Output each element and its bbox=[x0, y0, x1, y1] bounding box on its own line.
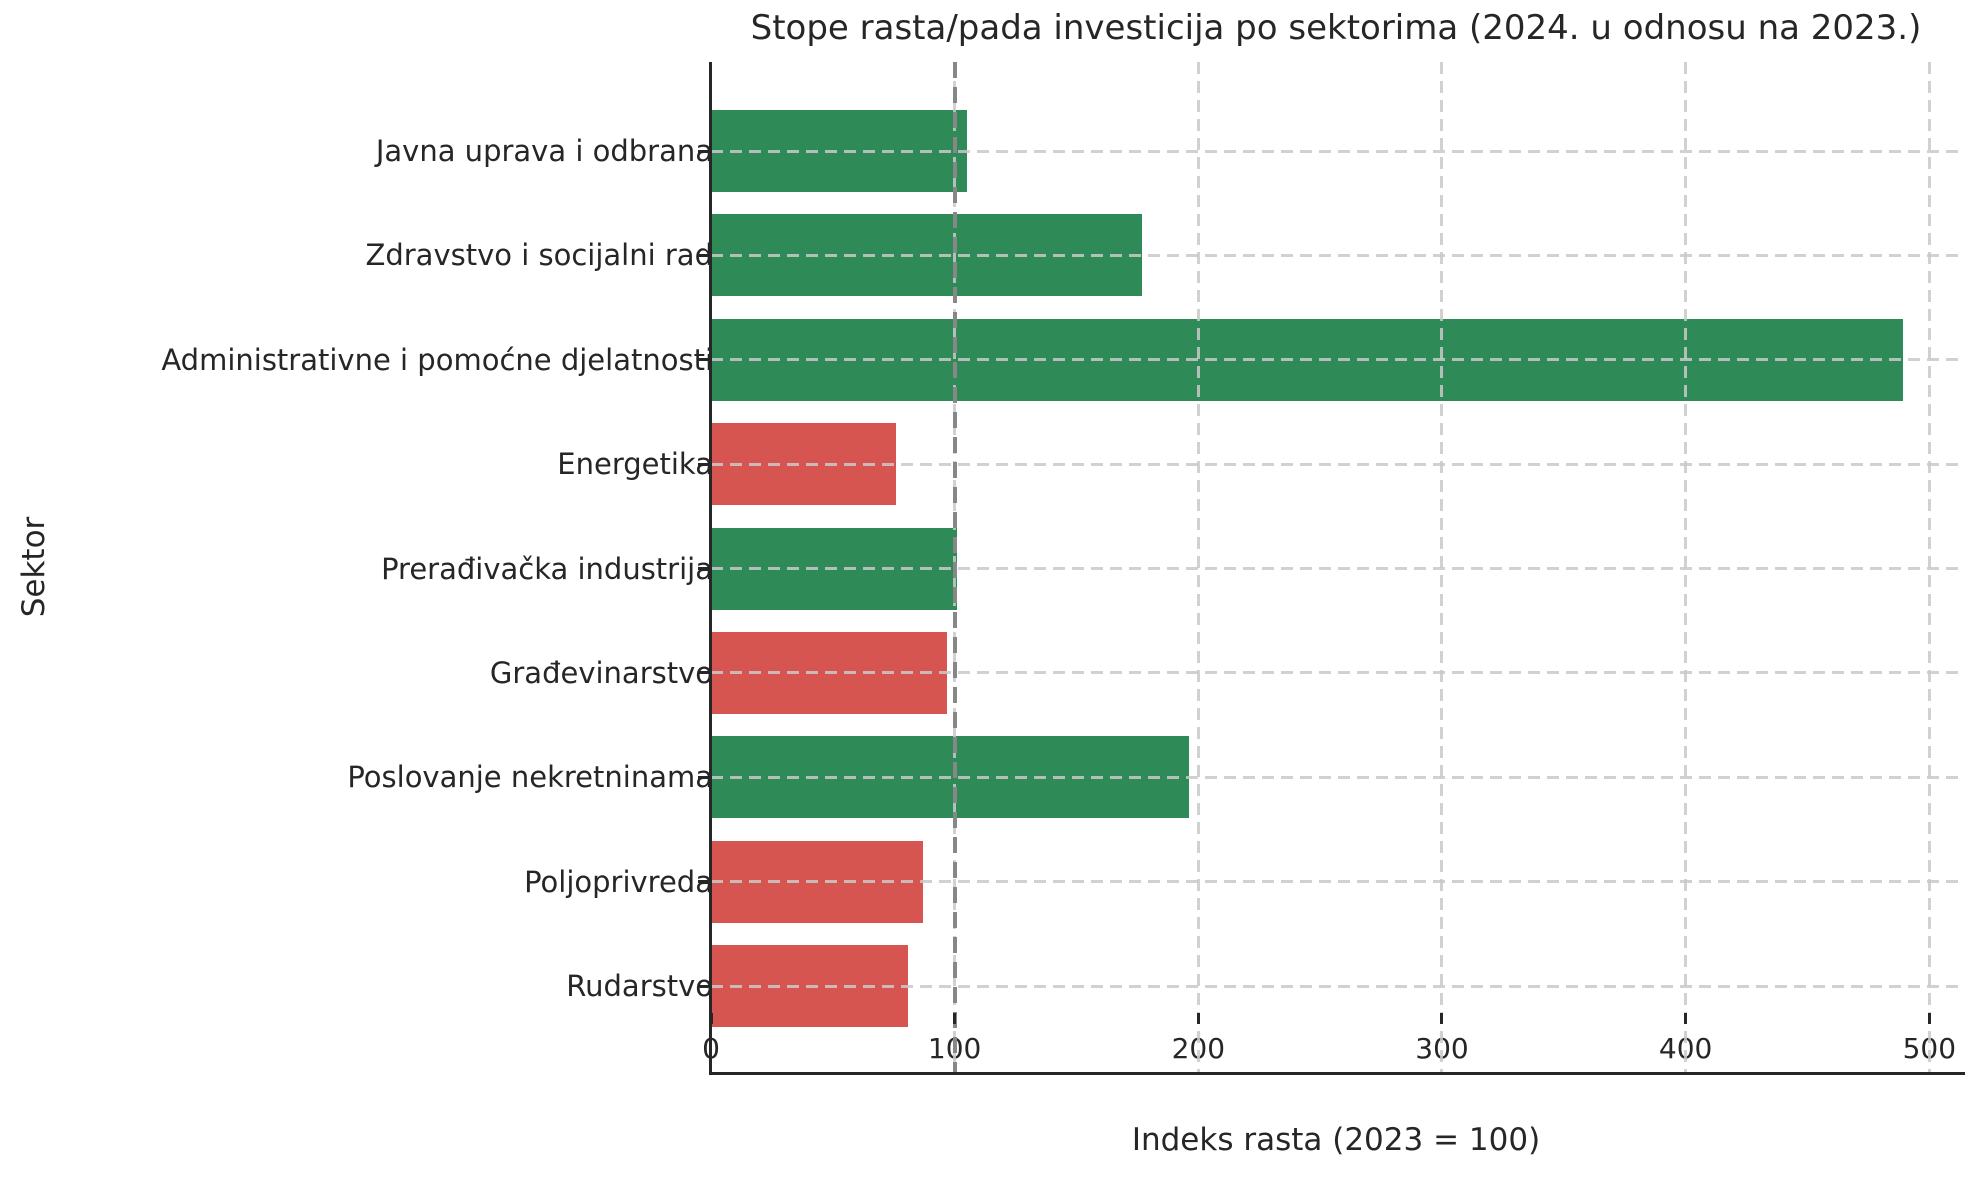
x-tick-mark bbox=[1927, 1013, 1931, 1024]
y-tick-mark bbox=[698, 775, 711, 779]
y-tick-label-administrativne-i-pomocne-djelatnosti: Administrativne i pomoćne djelatnosti bbox=[161, 342, 713, 377]
y-tick-label-zdravstvo-i-socijalni-rad: Zdravstvo i socijalni rad bbox=[365, 238, 713, 273]
chart-title: Stope rasta/pada investicija po sektorim… bbox=[750, 8, 1922, 48]
x-tick-mark bbox=[953, 1013, 957, 1024]
y-tick-label-rudarstvo: Rudarstvo bbox=[566, 969, 713, 1003]
gridline-y-administrativne-i-pomocne-djelatnosti bbox=[711, 358, 1961, 362]
y-tick-mark bbox=[698, 149, 711, 153]
x-axis-label: Indeks rasta (2023 = 100) bbox=[1131, 1122, 1541, 1158]
x-tick-mark bbox=[1684, 1013, 1688, 1024]
y-tick-label-energetika: Energetika bbox=[557, 447, 713, 482]
y-tick-label-poljoprivreda: Poljoprivreda bbox=[524, 864, 713, 899]
y-tick-label-javna-uprava-i-odbrana: Javna uprava i odbrana bbox=[375, 134, 713, 168]
x-axis-spine bbox=[709, 1072, 1965, 1075]
y-tick-label-preradivacka-industrija: Prerađivačka industrija bbox=[381, 551, 713, 586]
y-tick-mark bbox=[698, 358, 711, 362]
gridline-y-zdravstvo-i-socijalni-rad bbox=[711, 253, 1961, 257]
y-tick-mark bbox=[698, 253, 711, 257]
gridline-y-energetika bbox=[711, 462, 1961, 466]
gridline-y-rudarstvo bbox=[711, 984, 1961, 988]
y-tick-mark bbox=[698, 462, 711, 466]
gridline-y-preradivacka-industrija bbox=[711, 567, 1961, 570]
x-tick-mark bbox=[1196, 1013, 1200, 1024]
gridline-y-gradevinarstvo bbox=[711, 671, 1961, 675]
y-tick-mark bbox=[698, 671, 711, 675]
y-axis-label: Sektor bbox=[16, 516, 52, 618]
y-tick-mark bbox=[698, 984, 711, 988]
y-tick-mark bbox=[698, 880, 711, 884]
y-tick-label-poslovanje-nekretninama: Poslovanje nekretninama bbox=[347, 760, 713, 795]
reference-line-100 bbox=[952, 62, 957, 1072]
y-tick-label-gradevinarstvo: Građevinarstvo bbox=[489, 655, 713, 690]
plot-area bbox=[698, 62, 1961, 1072]
gridline-y-poslovanje-nekretninama bbox=[711, 775, 1961, 779]
gridline-y-poljoprivreda bbox=[711, 880, 1961, 884]
gridline-y-javna-uprava-i-odbrana bbox=[711, 149, 1961, 153]
y-axis-spine bbox=[709, 62, 712, 1075]
y-tick-mark bbox=[698, 567, 711, 570]
x-tick-mark bbox=[709, 1013, 713, 1024]
x-tick-mark bbox=[1440, 1013, 1444, 1024]
